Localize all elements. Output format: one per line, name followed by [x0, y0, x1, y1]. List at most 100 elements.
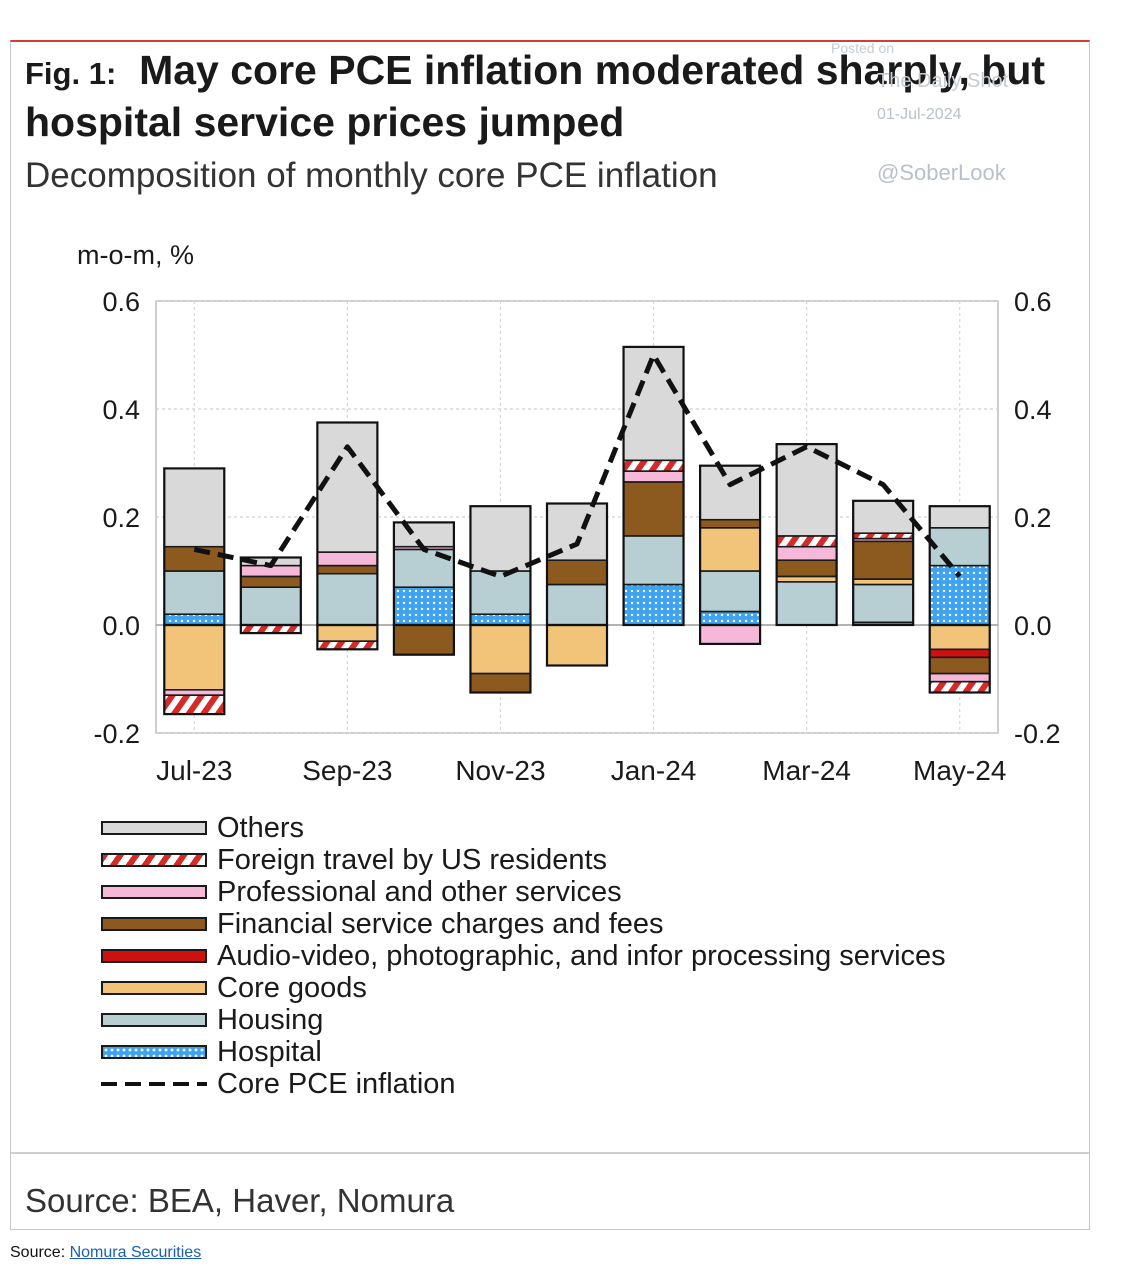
- bar-outline-negative: [469, 623, 532, 694]
- stacked-bar-chart: -0.2 -0.2 0.0 0.0 0.2 0.2 0.4 0.4 0.6 0.6 Jul-23 Se…: [77, 240, 1061, 786]
- legend-swatch: [101, 1013, 207, 1027]
- bar-outline-negative: [928, 623, 991, 694]
- bars: [163, 345, 991, 716]
- bar-segment-professional-and-other-services: [622, 470, 685, 483]
- x-tick-label: Jan-24: [611, 755, 697, 786]
- legend-item: Hospital: [101, 1036, 946, 1068]
- core-pce-line: [193, 352, 962, 579]
- bar-segment-professional-and-other-services: [163, 688, 226, 696]
- chart-subtitle: Decomposition of monthly core PCE inflat…: [25, 156, 718, 195]
- bar-segment-housing: [240, 586, 302, 626]
- bar-segment-others: [316, 421, 379, 553]
- divider: [11, 1152, 1089, 1154]
- watermark-name: The Daily Shot: [877, 70, 1009, 92]
- bar-segment-others: [393, 521, 455, 548]
- bar-segment-core-goods: [469, 624, 532, 675]
- bar-segment-foreign-travel-by-us-residents: [163, 694, 226, 715]
- bar-outline-negative: [316, 623, 379, 651]
- bar-segment-professional-and-other-services: [928, 672, 991, 683]
- bar-segment-financial-service-charges-and-fees: [240, 575, 302, 589]
- y-tick-label-right: 0.0: [1014, 611, 1052, 641]
- figure-label: Fig. 1:: [25, 56, 117, 91]
- bar-segment-financial-service-charges-and-fees: [775, 559, 838, 578]
- bar-segment-housing: [699, 570, 761, 613]
- bar-segment-housing: [163, 570, 226, 616]
- chart-title-text: May core PCE inflation moderated sharply…: [25, 47, 1046, 145]
- bar-outline-negative: [545, 623, 609, 667]
- y-tick-label-right: 0.4: [1014, 395, 1052, 425]
- bar-segment-others: [928, 505, 991, 529]
- y-tick-label-left: -0.2: [93, 719, 140, 749]
- bar-segment-foreign-travel-by-us-residents: [852, 532, 914, 540]
- bar-outline-negative: [698, 623, 762, 645]
- bar-segment-housing: [469, 570, 532, 616]
- bar-segment-audio-video-photographic-and-infor-processing-services: [928, 648, 991, 659]
- legend-swatch: [101, 1082, 207, 1086]
- bar-segment-professional-and-other-services: [699, 624, 761, 645]
- bar-segment-housing: [852, 583, 914, 624]
- legend-item: Core goods: [101, 972, 946, 1004]
- y-tick-label-right: -0.2: [1014, 719, 1061, 749]
- bar-outline-negative: [392, 623, 456, 656]
- x-tick-label: May-24: [913, 755, 1006, 786]
- legend-label: Foreign travel by US residents: [217, 843, 608, 876]
- source-note: Source: BEA, Haver, Nomura: [25, 1182, 455, 1219]
- legend-label: Hospital: [217, 1035, 322, 1068]
- legend-label: Core PCE inflation: [217, 1067, 456, 1100]
- bar-segment-foreign-travel-by-us-residents: [622, 459, 685, 472]
- y-tick-label-left: 0.2: [102, 503, 140, 533]
- x-tick-label: Nov-23: [455, 755, 545, 786]
- figure-card: Fig. 1: May core PCE inflation moderated…: [10, 40, 1090, 1230]
- bar-segment-financial-service-charges-and-fees: [928, 656, 991, 675]
- y-tick-label-right: 0.6: [1014, 287, 1052, 317]
- bar-segment-professional-and-other-services: [775, 545, 838, 562]
- x-tick-label: Jul-23: [156, 755, 232, 786]
- bar-segment-core-goods: [928, 624, 991, 651]
- legend-item: Core PCE inflation: [101, 1068, 946, 1100]
- bar-outline-positive: [852, 499, 915, 627]
- legend-label: Housing: [217, 1003, 324, 1036]
- bar-segment-core-goods: [163, 624, 226, 691]
- legend-swatch: [101, 885, 207, 899]
- bar-segment-foreign-travel-by-us-residents: [928, 680, 991, 694]
- watermark-posted: Posted on: [831, 40, 895, 56]
- legend: Others Foreign travel by US residents Prof…: [101, 812, 946, 1100]
- legend-label: Audio-video, photographic, and infor pro…: [217, 939, 946, 972]
- bar-segment-others: [469, 505, 532, 572]
- bar-outline-negative: [163, 623, 226, 716]
- bar-segment-hospital: [622, 583, 685, 626]
- watermark-handle: @SoberLook: [877, 160, 1006, 185]
- bar-outline-negative: [239, 623, 302, 635]
- y-tick-label-left: 0.4: [102, 395, 140, 425]
- legend-item: Housing: [101, 1004, 946, 1036]
- bar-segment-financial-service-charges-and-fees: [393, 624, 455, 656]
- y-tick-label-left: 0.6: [102, 287, 140, 317]
- legend-label: Professional and other services: [217, 875, 622, 908]
- bar-segment-housing: [928, 526, 991, 567]
- x-tick-label: Mar-24: [762, 755, 851, 786]
- bar-segment-financial-service-charges-and-fees: [699, 518, 761, 529]
- bar-segment-core-goods: [316, 624, 379, 643]
- source-link[interactable]: Nomura Securities: [69, 1244, 202, 1261]
- core-pce-line-layer: [193, 352, 962, 579]
- bar-segment-professional-and-other-services: [316, 551, 379, 567]
- bar-segment-housing: [775, 580, 838, 626]
- legend-swatch: [101, 1045, 207, 1059]
- bar-segment-financial-service-charges-and-fees: [316, 564, 379, 575]
- bar-segment-financial-service-charges-and-fees: [546, 559, 608, 586]
- bar-segment-foreign-travel-by-us-residents: [775, 535, 838, 548]
- legend-item: Audio-video, photographic, and infor pro…: [101, 940, 946, 972]
- bar-segment-core-goods: [546, 624, 608, 667]
- y-tick-label-right: 0.2: [1014, 503, 1052, 533]
- y-tick-label-left: 0.0: [102, 611, 140, 641]
- legend-label: Others: [217, 811, 305, 844]
- legend-item: Financial service charges and fees: [101, 908, 946, 940]
- bar-segment-financial-service-charges-and-fees: [469, 672, 532, 694]
- bar-segment-core-goods: [699, 526, 761, 572]
- legend-swatch: [101, 917, 207, 931]
- bar-segment-others: [163, 467, 226, 548]
- footer-source: Source: Nomura Securities: [10, 1244, 201, 1262]
- legend-swatch: [101, 821, 207, 835]
- y-axis-label: m-o-m, %: [77, 240, 194, 270]
- legend-label: Financial service charges and fees: [217, 907, 664, 940]
